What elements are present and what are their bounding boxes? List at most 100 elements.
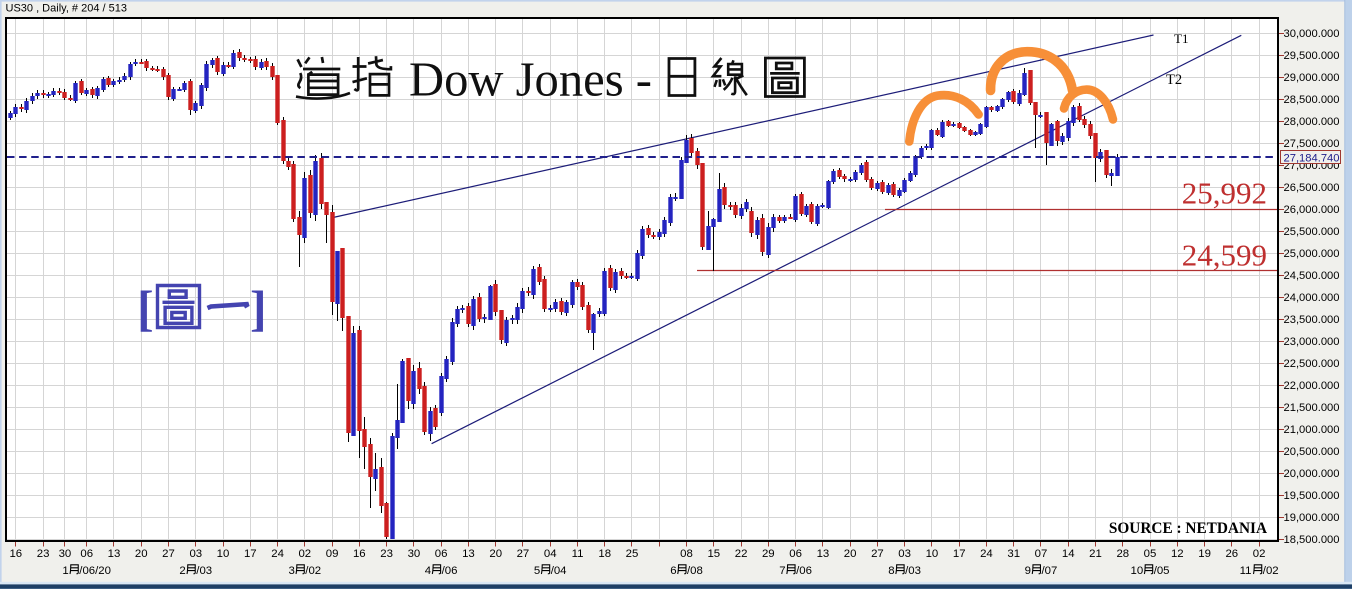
svg-text:28,000.000: 28,000.000 bbox=[1284, 116, 1340, 128]
svg-text:08: 08 bbox=[680, 548, 693, 560]
svg-text:3: 3 bbox=[289, 565, 295, 577]
svg-text:21,500.000: 21,500.000 bbox=[1284, 402, 1340, 414]
svg-text:25,000.000: 25,000.000 bbox=[1284, 248, 1340, 260]
svg-text:24,599: 24,599 bbox=[1182, 238, 1267, 273]
svg-text:02: 02 bbox=[298, 548, 311, 560]
svg-text:23,000.000: 23,000.000 bbox=[1284, 336, 1340, 348]
svg-text:4: 4 bbox=[425, 565, 431, 577]
svg-text:12: 12 bbox=[1171, 548, 1184, 560]
svg-text:20: 20 bbox=[135, 548, 148, 560]
svg-text:19,000.000: 19,000.000 bbox=[1284, 512, 1340, 524]
svg-text:31: 31 bbox=[1007, 548, 1020, 560]
svg-text:04: 04 bbox=[544, 548, 557, 560]
svg-text:/04: /04 bbox=[551, 565, 567, 577]
svg-text:20,500.000: 20,500.000 bbox=[1284, 446, 1340, 458]
svg-text:13: 13 bbox=[817, 548, 830, 560]
svg-text:26,000.000: 26,000.000 bbox=[1284, 204, 1340, 216]
svg-text:1: 1 bbox=[62, 565, 68, 577]
svg-text:/06: /06 bbox=[442, 565, 458, 577]
svg-text:/08: /08 bbox=[687, 565, 703, 577]
svg-text:29,000.000: 29,000.000 bbox=[1284, 72, 1340, 84]
svg-text:19: 19 bbox=[1198, 548, 1211, 560]
svg-text:27,184.740: 27,184.740 bbox=[1284, 152, 1340, 164]
svg-text:25,992: 25,992 bbox=[1182, 176, 1267, 211]
svg-text:26,500.000: 26,500.000 bbox=[1284, 182, 1340, 194]
svg-text:/03: /03 bbox=[905, 565, 921, 577]
svg-text:5: 5 bbox=[534, 565, 540, 577]
svg-text:10: 10 bbox=[1131, 565, 1144, 577]
svg-text:29,500.000: 29,500.000 bbox=[1284, 50, 1340, 62]
svg-text:/06: /06 bbox=[796, 565, 812, 577]
svg-text:27: 27 bbox=[162, 548, 175, 560]
svg-text:17: 17 bbox=[244, 548, 257, 560]
svg-text:8: 8 bbox=[888, 565, 894, 577]
svg-text:30: 30 bbox=[408, 548, 421, 560]
svg-text:06: 06 bbox=[435, 548, 448, 560]
svg-text:26: 26 bbox=[1225, 548, 1238, 560]
svg-text:20: 20 bbox=[844, 548, 857, 560]
svg-text:30,000.000: 30,000.000 bbox=[1284, 28, 1340, 40]
svg-text:/02: /02 bbox=[305, 565, 321, 577]
svg-text:25,500.000: 25,500.000 bbox=[1284, 226, 1340, 238]
svg-text:15: 15 bbox=[707, 548, 720, 560]
svg-text:24: 24 bbox=[980, 548, 993, 560]
svg-text:/03: /03 bbox=[196, 565, 212, 577]
svg-text:19,500.000: 19,500.000 bbox=[1284, 490, 1340, 502]
svg-text:20: 20 bbox=[489, 548, 502, 560]
svg-text:27: 27 bbox=[517, 548, 530, 560]
svg-text:T2: T2 bbox=[1166, 72, 1182, 88]
svg-text:23,500.000: 23,500.000 bbox=[1284, 314, 1340, 326]
svg-text:06: 06 bbox=[80, 548, 93, 560]
svg-text:/07: /07 bbox=[1042, 565, 1058, 577]
svg-text:18: 18 bbox=[598, 548, 611, 560]
svg-text:30: 30 bbox=[59, 548, 72, 560]
svg-text:23: 23 bbox=[37, 548, 50, 560]
svg-text:6: 6 bbox=[670, 565, 676, 577]
svg-text:7: 7 bbox=[779, 565, 785, 577]
svg-text:US30 , Daily, # 204 / 513: US30 , Daily, # 204 / 513 bbox=[6, 3, 127, 15]
svg-text:24: 24 bbox=[271, 548, 284, 560]
svg-text:Dow Jones -: Dow Jones - bbox=[409, 53, 652, 107]
svg-text:25: 25 bbox=[626, 548, 639, 560]
svg-text:27: 27 bbox=[871, 548, 884, 560]
svg-text:21: 21 bbox=[1089, 548, 1102, 560]
svg-text:29: 29 bbox=[762, 548, 775, 560]
svg-text:07: 07 bbox=[1035, 548, 1048, 560]
svg-text:09: 09 bbox=[326, 548, 339, 560]
svg-text:21,000.000: 21,000.000 bbox=[1284, 424, 1340, 436]
svg-text:[: [ bbox=[137, 280, 154, 336]
svg-text:9: 9 bbox=[1025, 565, 1031, 577]
svg-text:22,500.000: 22,500.000 bbox=[1284, 358, 1340, 370]
svg-text:20,000.000: 20,000.000 bbox=[1284, 468, 1340, 480]
svg-text:13: 13 bbox=[462, 548, 475, 560]
svg-text:17: 17 bbox=[953, 548, 966, 560]
svg-text:11: 11 bbox=[572, 548, 584, 560]
svg-text:10: 10 bbox=[217, 548, 230, 560]
svg-text:24,000.000: 24,000.000 bbox=[1284, 292, 1340, 304]
svg-text:18,500.000: 18,500.000 bbox=[1284, 534, 1340, 546]
svg-text:2: 2 bbox=[179, 565, 185, 577]
svg-text:T1: T1 bbox=[1174, 31, 1188, 46]
svg-text:23: 23 bbox=[380, 548, 393, 560]
svg-text:11: 11 bbox=[1240, 565, 1252, 577]
svg-text:05: 05 bbox=[1144, 548, 1157, 560]
svg-text:]: ] bbox=[250, 280, 267, 336]
svg-text:10: 10 bbox=[926, 548, 939, 560]
svg-text:06: 06 bbox=[789, 548, 802, 560]
svg-text:SOURCE : NETDANIA: SOURCE : NETDANIA bbox=[1109, 520, 1267, 537]
svg-text:14: 14 bbox=[1062, 548, 1075, 560]
svg-text:/02: /02 bbox=[1263, 565, 1279, 577]
svg-text:03: 03 bbox=[189, 548, 202, 560]
svg-text:24,500.000: 24,500.000 bbox=[1284, 270, 1340, 282]
svg-text:27,500.000: 27,500.000 bbox=[1284, 138, 1340, 150]
svg-text:16: 16 bbox=[9, 548, 22, 560]
svg-text:16: 16 bbox=[353, 548, 366, 560]
svg-text:28,500.000: 28,500.000 bbox=[1284, 94, 1340, 106]
svg-text:03: 03 bbox=[898, 548, 911, 560]
svg-text:/05: /05 bbox=[1154, 565, 1170, 577]
svg-text:02: 02 bbox=[1253, 548, 1266, 560]
svg-text:13: 13 bbox=[108, 548, 121, 560]
svg-text:22,000.000: 22,000.000 bbox=[1284, 380, 1340, 392]
svg-text:22: 22 bbox=[735, 548, 748, 560]
svg-text:28: 28 bbox=[1116, 548, 1129, 560]
